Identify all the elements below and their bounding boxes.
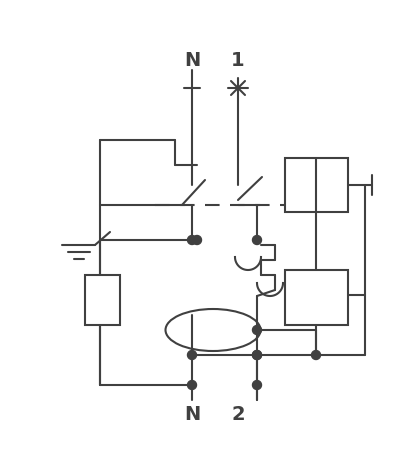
Circle shape xyxy=(312,350,320,359)
Circle shape xyxy=(252,350,262,359)
Bar xyxy=(285,158,348,212)
Circle shape xyxy=(193,235,202,244)
Bar xyxy=(285,270,348,325)
Bar xyxy=(85,275,120,325)
Circle shape xyxy=(252,381,262,390)
Text: N: N xyxy=(184,51,200,69)
Circle shape xyxy=(252,326,262,335)
Text: N: N xyxy=(184,405,200,424)
Ellipse shape xyxy=(166,309,260,351)
Text: 1: 1 xyxy=(231,51,245,69)
Text: 2: 2 xyxy=(231,405,245,424)
Circle shape xyxy=(187,350,197,359)
Circle shape xyxy=(187,235,197,244)
Circle shape xyxy=(187,381,197,390)
Circle shape xyxy=(252,235,262,244)
Circle shape xyxy=(252,350,262,359)
